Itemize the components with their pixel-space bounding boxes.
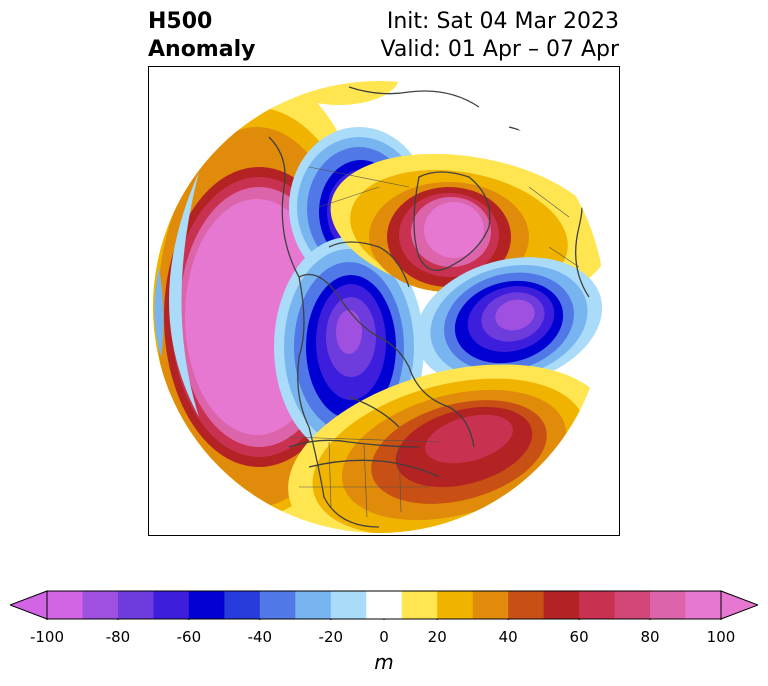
colorbar-segment	[508, 591, 545, 619]
trough-atlantic	[415, 257, 603, 387]
colorbar-segment	[579, 591, 616, 619]
colorbar-extend-over	[720, 590, 758, 620]
colorbar-segment	[259, 591, 296, 619]
colorbar-tick-label: 100	[706, 628, 736, 646]
colorbar-segment	[224, 591, 261, 619]
colorbar-tick-label: -100	[29, 628, 65, 646]
colorbar-segment	[401, 591, 438, 619]
colorbar-tick-label: -80	[105, 628, 131, 646]
colorbar-tick-label: 80	[640, 628, 660, 646]
colorbar-segment	[366, 591, 403, 619]
colorbar-unit-label: m	[374, 650, 394, 674]
colorbar-extend-under	[10, 590, 48, 620]
anomaly-map-svg	[153, 81, 605, 533]
colorbar-segment	[188, 591, 225, 619]
colorbar-segment	[437, 591, 474, 619]
map-title: H500 Anomaly	[148, 8, 255, 64]
colorbar-tick-label: -60	[176, 628, 202, 646]
colorbar-segment	[47, 591, 83, 619]
colorbar-segment	[650, 591, 687, 619]
colorbar-tick-label: -20	[318, 628, 344, 646]
init-date: Init: Sat 04 Mar 2023	[386, 9, 619, 34]
colorbar-segment	[472, 591, 509, 619]
title-variable: H500	[148, 9, 213, 34]
colorbar-segment	[295, 591, 332, 619]
colorbar-tick-label: -40	[247, 628, 273, 646]
colorbar-segment	[543, 591, 580, 619]
colorbar	[10, 590, 758, 620]
colorbar-tick-label: 40	[498, 628, 518, 646]
colorbar-tick-label: 60	[569, 628, 589, 646]
trough-far-west	[169, 172, 199, 417]
colorbar-segment	[614, 591, 651, 619]
colorbar-segment	[685, 591, 722, 619]
colorbar-segment	[82, 591, 119, 619]
political-borders	[288, 166, 580, 518]
anomaly-map	[148, 66, 620, 536]
valid-dates: Valid: 01 Apr – 07 Apr	[380, 37, 620, 62]
colorbar-tick-label: 0	[379, 628, 389, 646]
colorbar-segment	[117, 591, 154, 619]
title-subvariable: Anomaly	[148, 37, 256, 62]
colorbar-segment	[330, 591, 367, 619]
map-dates: Init: Sat 04 Mar 2023 Valid: 01 Apr – 07…	[381, 8, 620, 64]
coastlines	[268, 86, 590, 528]
colorbar-tick-label: 20	[427, 628, 447, 646]
colorbar-segment	[153, 591, 190, 619]
